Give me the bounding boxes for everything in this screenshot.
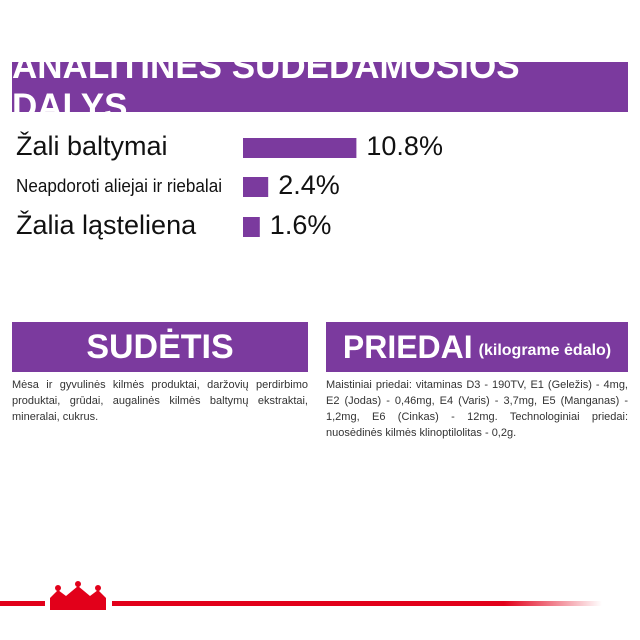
composition-text: Mėsa ir gyvulinės kilmės produktai, darž… — [12, 379, 308, 423]
value-label: 2.4% — [278, 170, 340, 200]
category-label: Žali baltymai — [16, 130, 168, 161]
chart-title: ANALITINĖS SUDEDAMOSIOS DALYS — [12, 47, 628, 126]
category-label: Neapdoroti aliejai ir riebalai — [16, 176, 222, 196]
additives-subtitle: (kilograme ėdalo) — [478, 342, 612, 359]
section-title: SUDĖTIS — [12, 322, 308, 372]
category-label: Žalia ląsteliena — [16, 209, 197, 240]
bar — [243, 177, 269, 197]
section-title: PRIEDAI (kilograme ėdalo) — [326, 322, 628, 372]
bar — [243, 138, 357, 158]
chart: Žali baltymai 10.8% Neapdoroti aliejai ir … — [16, 130, 443, 240]
bar — [243, 217, 260, 237]
footer-logo — [0, 581, 602, 610]
additives-text: Maistiniai priedai: vitaminas D3 - 190TV… — [326, 379, 628, 439]
additives-title: PRIEDAI — [342, 328, 473, 365]
value-label: 1.6% — [270, 210, 332, 240]
value-label: 10.8% — [366, 131, 443, 161]
